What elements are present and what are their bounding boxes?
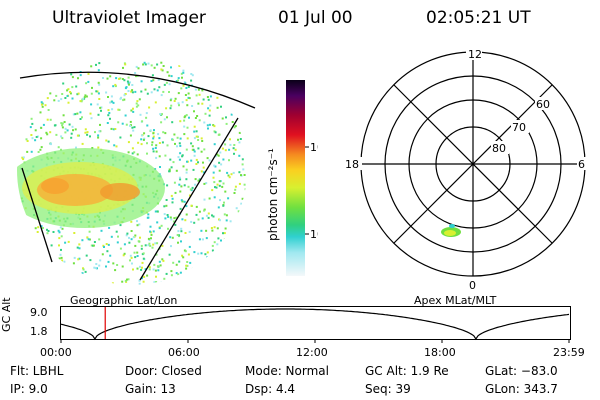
info-ip: IP: 9.0 — [10, 382, 48, 396]
altitude-curve — [60, 308, 570, 341]
time-label: 02:05:21 UT — [426, 8, 531, 28]
time-tick-2359: 23:59 — [553, 346, 585, 359]
meridian-left — [21, 167, 53, 263]
aurora-band — [17, 148, 165, 228]
colorbar: 100 10 photon cm⁻²s⁻¹ — [266, 80, 318, 276]
mlt-label-0: 0 — [469, 279, 476, 292]
info-flt: Flt: LBHL — [10, 364, 64, 378]
colorbar-unit-label: photon cm⁻²s⁻¹ — [266, 148, 280, 241]
time-ticks — [60, 339, 570, 343]
colorbar-gradient — [286, 80, 305, 276]
altitude-plot — [60, 306, 571, 343]
geographic-label: Geographic Lat/Lon — [70, 294, 178, 307]
info-glat: GLat: −83.0 — [485, 364, 558, 378]
info-door: Door: Closed — [125, 364, 202, 378]
lat-label-80: 80 — [492, 142, 506, 155]
info-glon: GLon: 343.7 — [485, 382, 558, 396]
colorbar-tick-10: 10 — [310, 228, 318, 241]
time-tick-0600: 06:00 — [168, 346, 200, 359]
info-dsp: Dsp: 4.4 — [245, 382, 296, 396]
alt-min-label: 1.8 — [30, 325, 48, 338]
meridian-right — [139, 117, 239, 281]
limb-arc — [19, 71, 256, 109]
gc-alt-axis-label: GC Alt — [0, 297, 13, 332]
geographic-uv-image — [17, 61, 256, 285]
info-gc-alt: GC Alt: 1.9 Re — [365, 364, 449, 378]
apex-label: Apex MLat/MLT — [414, 294, 497, 307]
lat-label-70: 70 — [512, 121, 526, 134]
lat-label-60: 60 — [536, 98, 550, 111]
colorbar-tick-100: 100 — [310, 141, 318, 154]
time-tick-1200: 12:00 — [296, 346, 328, 359]
apex-polar-plot: 12 18 6 0 60 70 80 — [344, 50, 587, 292]
mlt-diagonal-2 — [393, 84, 553, 244]
info-gain: Gain: 13 — [125, 382, 176, 396]
date-label: 01 Jul 00 — [278, 8, 353, 28]
mlt-label-6: 6 — [578, 158, 585, 171]
mlt-label-18: 18 — [345, 158, 359, 171]
info-seq: Seq: 39 — [365, 382, 411, 396]
aurora-blob — [441, 224, 461, 237]
mlt-label-12: 12 — [468, 50, 482, 61]
alt-max-label: 9.0 — [30, 306, 48, 319]
time-tick-1800: 18:00 — [424, 346, 456, 359]
info-mode: Mode: Normal — [245, 364, 329, 378]
app-title: Ultraviolet Imager — [52, 8, 206, 28]
time-tick-0000: 00:00 — [40, 346, 72, 359]
